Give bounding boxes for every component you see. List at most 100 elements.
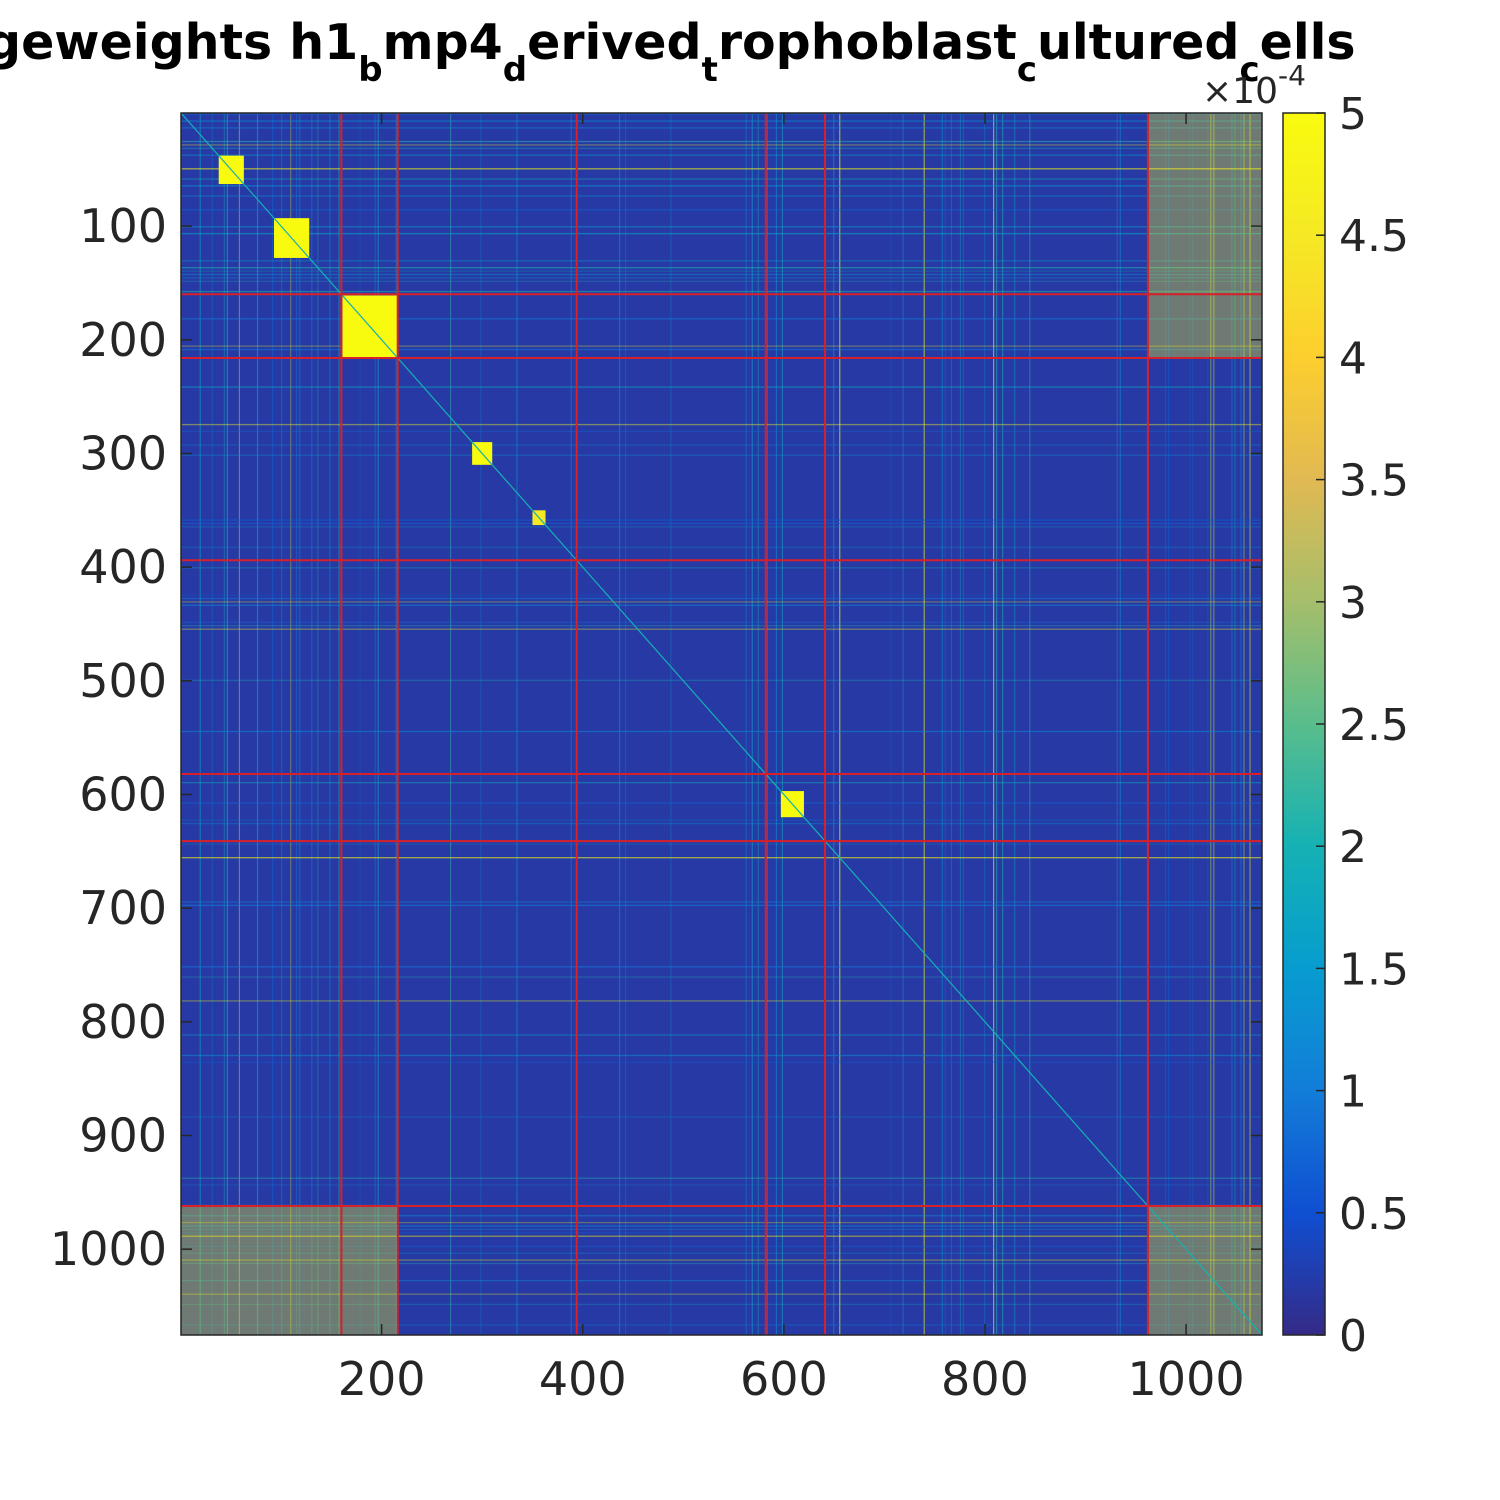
heatmap-hot-region bbox=[1147, 113, 1262, 295]
heatmap-row-stripe bbox=[181, 226, 1262, 228]
colorbar-ticks: 0 0.5 1 1.5 2 2.5 3 3.5 4 4.5 5 bbox=[1316, 89, 1409, 1362]
heatmap-row-stripe bbox=[181, 209, 1262, 211]
heatmap-row-stripe bbox=[181, 120, 1262, 122]
title-subscript: c bbox=[1016, 50, 1037, 90]
x-tick-label: 600 bbox=[740, 1352, 828, 1406]
heatmap-hot-region bbox=[1147, 294, 1262, 358]
heatmap-col-stripe bbox=[745, 113, 747, 1335]
heatmap-row-stripe bbox=[181, 232, 1262, 235]
y-tick-label: 900 bbox=[79, 1109, 167, 1163]
heatmap-row-stripe bbox=[181, 522, 1262, 525]
colorbar-multiplier-base: ×10 bbox=[1202, 71, 1278, 112]
y-tick-label: 300 bbox=[79, 426, 167, 480]
heatmap-col-stripe bbox=[950, 113, 952, 1335]
heatmap-row-stripe bbox=[181, 168, 1262, 170]
heatmap-col-stripe bbox=[923, 113, 925, 1335]
heatmap-row-stripe bbox=[181, 1184, 1262, 1186]
heatmap-row-stripe bbox=[181, 781, 1262, 784]
heatmap-row-stripe bbox=[181, 594, 1262, 596]
title-part: ultured bbox=[1036, 14, 1240, 71]
colorbar-tick-label: 3 bbox=[1339, 578, 1367, 629]
heatmap-col-stripe bbox=[624, 113, 627, 1335]
heatmap-row-stripe bbox=[181, 966, 1262, 968]
heatmap-row-stripe bbox=[181, 567, 1262, 569]
y-tick-label: 1000 bbox=[50, 1222, 167, 1276]
colorbar-tick-label: 5 bbox=[1339, 89, 1367, 140]
heatmap-hot-region bbox=[181, 1205, 342, 1335]
heatmap-col-stripe bbox=[751, 113, 753, 1335]
heatmap-col-stripe bbox=[1234, 113, 1236, 1335]
heatmap-col-stripe bbox=[226, 113, 228, 1335]
heatmap-row-stripe bbox=[181, 270, 1262, 272]
heatmap-row-stripe bbox=[181, 348, 1262, 351]
heatmap-col-stripe bbox=[959, 113, 962, 1335]
chart-title-text: geweights h1bmp4derivedtrophoblastcultur… bbox=[0, 14, 1356, 90]
x-tick-label: 400 bbox=[539, 1352, 627, 1406]
heatmap-diagonal bbox=[181, 113, 1262, 1335]
heatmap-row-stripe bbox=[181, 386, 1262, 388]
heatmap-row-stripe bbox=[181, 1054, 1262, 1057]
heatmap-col-stripe bbox=[944, 113, 946, 1335]
heatmap-row-stripe bbox=[181, 802, 1262, 804]
heatmap-col-stripe bbox=[993, 113, 995, 1335]
title-subscript: c bbox=[1239, 50, 1260, 90]
heatmap-col-stripe bbox=[1189, 113, 1191, 1335]
heatmap-col-stripe bbox=[374, 113, 376, 1335]
x-tick-label: 1000 bbox=[1128, 1352, 1245, 1406]
heatmap-col-stripe bbox=[996, 113, 998, 1335]
heatmap-row-stripe bbox=[181, 1232, 1262, 1234]
heatmap-row-stripe bbox=[181, 185, 1262, 187]
y-tick-label: 100 bbox=[79, 199, 167, 253]
colorbar-tick-label: 3.5 bbox=[1339, 456, 1409, 507]
axes-frame bbox=[180, 112, 1263, 1336]
heatmap-row-stripe bbox=[181, 1000, 1262, 1002]
heatmap-col-stripe bbox=[516, 113, 518, 1335]
x-axis: 200 400 600 800 1000 bbox=[338, 113, 1245, 1406]
heatmap-row-stripe bbox=[181, 127, 1262, 129]
title-part: ells bbox=[1259, 14, 1356, 71]
colorbar-tick-label: 0 bbox=[1339, 1311, 1367, 1362]
heatmap-col-stripe bbox=[395, 113, 397, 1335]
heatmap-row-stripe bbox=[181, 454, 1262, 456]
heatmap-col-stripe bbox=[1116, 113, 1118, 1335]
heatmap-col-stripe bbox=[839, 113, 841, 1335]
heatmap-col-stripe bbox=[1167, 113, 1170, 1335]
colorbar-tick-label: 4.5 bbox=[1339, 211, 1409, 262]
heatmap-col-stripe bbox=[377, 113, 379, 1335]
heatmap-col-stripe bbox=[281, 113, 283, 1335]
heatmap-col-stripe bbox=[1207, 113, 1209, 1335]
heatmap-col-stripe bbox=[833, 113, 835, 1335]
heatmap-row-stripe bbox=[181, 819, 1262, 821]
heatmap-col-stripe bbox=[290, 113, 292, 1335]
chart-title: geweights h1bmp4derivedtrophoblastcultur… bbox=[0, 14, 1500, 104]
y-tick-label: 700 bbox=[79, 881, 167, 935]
heatmap-row-stripe bbox=[181, 1061, 1262, 1063]
heatmap-row-stripe bbox=[181, 1228, 1262, 1231]
colorbar-tick-label: 4 bbox=[1339, 333, 1367, 384]
heatmap-col-stripe bbox=[766, 113, 768, 1335]
heatmap-row-stripe bbox=[181, 140, 1262, 143]
heatmap-row-stripe bbox=[181, 318, 1262, 320]
cluster-boundary-lines bbox=[181, 113, 1262, 1335]
heatmap-row-stripe bbox=[181, 1235, 1262, 1237]
colorbar-multiplier-exponent: -4 bbox=[1278, 59, 1306, 92]
heatmap-row-stripe bbox=[181, 1252, 1262, 1254]
heatmap-col-stripe bbox=[570, 113, 572, 1335]
heatmap-col-stripe bbox=[449, 113, 452, 1335]
heatmap-row-stripe bbox=[181, 1245, 1262, 1248]
heatmap-col-stripe bbox=[962, 113, 965, 1335]
heatmap-row-stripe bbox=[181, 1215, 1262, 1217]
y-tick-label: 500 bbox=[79, 654, 167, 708]
heatmap-matrix bbox=[181, 113, 1262, 1335]
heatmap-row-stripe bbox=[181, 597, 1262, 600]
heatmap-col-stripe bbox=[272, 113, 274, 1335]
heatmap-col-stripe bbox=[1029, 113, 1031, 1335]
heatmap-col-stripe bbox=[775, 113, 778, 1335]
heatmap-row-stripe bbox=[181, 430, 1262, 433]
title-subscript: b bbox=[358, 50, 383, 90]
y-tick-label: 400 bbox=[79, 540, 167, 594]
title-part: mp4 bbox=[382, 14, 503, 71]
heatmap-col-stripe bbox=[941, 113, 943, 1335]
heatmap-col-stripe bbox=[199, 113, 201, 1335]
colorbar-tick-label: 0.5 bbox=[1339, 1189, 1409, 1240]
